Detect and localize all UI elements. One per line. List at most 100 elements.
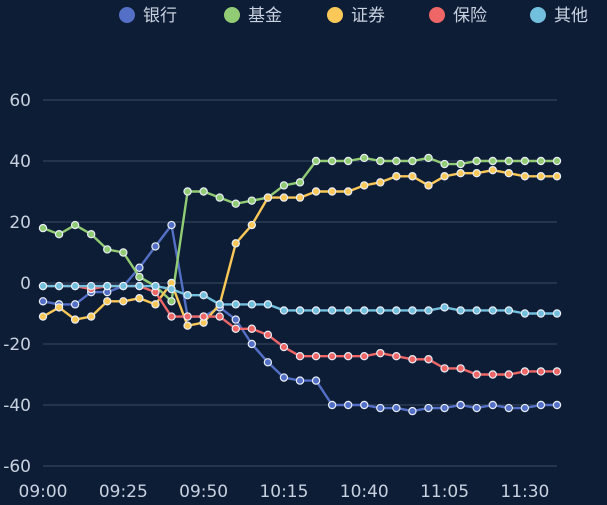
data-point[interactable] [311,352,321,361]
data-point[interactable] [536,156,546,166]
data-point[interactable] [327,156,337,166]
data-point[interactable] [456,400,465,410]
data-point[interactable] [103,245,112,254]
data-point[interactable] [456,306,465,315]
data-point[interactable] [295,178,305,187]
data-point[interactable] [504,403,514,413]
data-point[interactable] [552,172,562,181]
data-point[interactable] [247,196,257,205]
data-point[interactable] [135,272,144,282]
data-point[interactable] [472,156,481,166]
data-point[interactable] [488,370,497,379]
data-point[interactable] [38,281,48,291]
data-point[interactable] [536,309,546,318]
data-point[interactable] [552,156,562,166]
data-point[interactable] [392,403,401,413]
data-point[interactable] [135,294,144,303]
data-point[interactable] [360,400,369,410]
data-point[interactable] [488,165,497,175]
data-point[interactable] [472,403,481,413]
data-point[interactable] [536,172,546,181]
data-point[interactable] [119,281,128,291]
data-point[interactable] [520,156,530,166]
data-point[interactable] [488,306,497,315]
data-point[interactable] [295,352,305,361]
data-point[interactable] [472,370,481,379]
data-point[interactable] [392,306,401,315]
data-point[interactable] [424,181,433,190]
data-point[interactable] [279,193,289,202]
data-point[interactable] [311,306,321,315]
data-point[interactable] [54,281,64,291]
data-point[interactable] [343,156,353,166]
data-point[interactable] [520,367,530,376]
data-point[interactable] [167,284,176,294]
data-point[interactable] [183,312,192,321]
data-point[interactable] [247,300,257,309]
data-point[interactable] [488,400,497,410]
data-point[interactable] [231,315,240,324]
data-point[interactable] [552,367,562,376]
legend-item-0[interactable]: 银行 [119,6,177,26]
data-point[interactable] [151,242,160,251]
data-point[interactable] [279,373,289,382]
data-point[interactable] [440,159,449,169]
data-point[interactable] [343,352,353,361]
legend-item-4[interactable]: 其他 [530,6,588,26]
data-point[interactable] [119,248,128,257]
data-point[interactable] [103,297,112,306]
data-point[interactable] [360,306,369,315]
data-point[interactable] [327,187,337,196]
data-point[interactable] [520,403,530,413]
data-point[interactable] [311,187,321,196]
data-point[interactable] [167,220,176,230]
data-point[interactable] [263,193,273,202]
data-point[interactable] [135,281,144,291]
data-point[interactable] [488,156,497,166]
data-point[interactable] [38,297,48,306]
data-point[interactable] [440,403,449,413]
data-point[interactable] [504,168,514,178]
legend-item-2[interactable]: 证券 [327,6,385,26]
data-point[interactable] [327,400,337,410]
data-point[interactable] [263,330,273,340]
data-point[interactable] [376,156,385,166]
data-point[interactable] [215,193,224,202]
data-point[interactable] [360,153,369,163]
data-point[interactable] [408,172,417,181]
data-point[interactable] [408,156,417,166]
data-point[interactable] [295,306,305,315]
data-point[interactable] [295,376,305,385]
data-point[interactable] [54,229,64,239]
data-point[interactable] [247,220,257,230]
legend-item-1[interactable]: 基金 [224,6,282,26]
legend-item-3[interactable]: 保险 [429,6,487,26]
data-point[interactable] [38,312,48,321]
data-point[interactable] [183,321,192,330]
data-point[interactable] [472,168,481,178]
data-point[interactable] [151,300,160,309]
data-point[interactable] [231,199,240,208]
data-point[interactable] [199,187,208,196]
data-point[interactable] [103,281,112,291]
data-point[interactable] [311,376,321,385]
data-point[interactable] [279,342,289,352]
data-point[interactable] [167,312,176,321]
data-point[interactable] [295,193,305,202]
data-point[interactable] [408,355,417,364]
data-point[interactable] [279,181,289,190]
data-point[interactable] [440,364,449,373]
data-point[interactable] [440,172,449,181]
data-point[interactable] [360,352,369,361]
data-point[interactable] [456,364,465,373]
data-point[interactable] [215,300,224,309]
data-point[interactable] [440,303,449,312]
data-point[interactable] [263,300,273,309]
data-point[interactable] [86,281,96,291]
data-point[interactable] [552,400,562,410]
data-point[interactable] [70,220,80,230]
data-point[interactable] [456,159,465,169]
data-point[interactable] [311,156,321,166]
data-point[interactable] [151,281,160,291]
data-point[interactable] [424,306,433,315]
